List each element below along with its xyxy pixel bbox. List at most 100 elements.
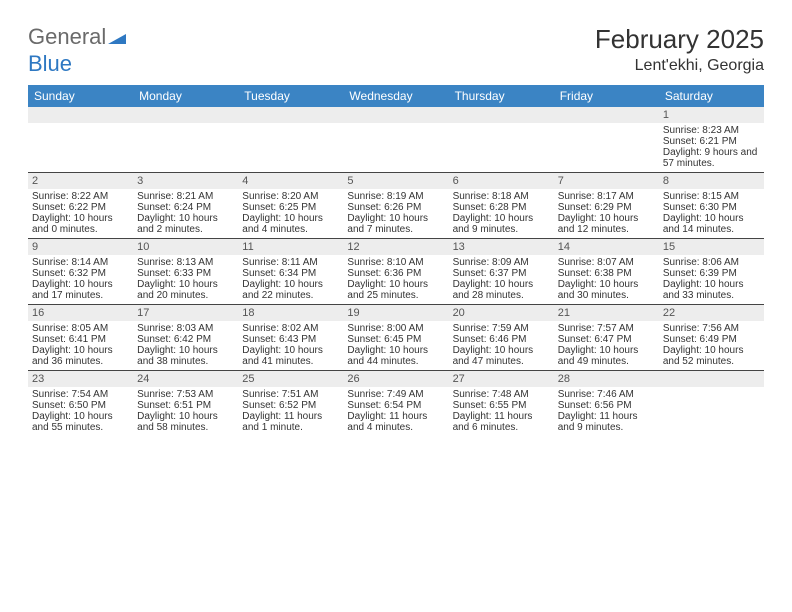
day-cell: 10Sunrise: 8:13 AMSunset: 6:33 PMDayligh… xyxy=(133,239,238,304)
day-details: Sunrise: 8:14 AMSunset: 6:32 PMDaylight:… xyxy=(28,255,133,304)
day-cell xyxy=(28,107,133,172)
brand-text: General Blue xyxy=(28,24,126,77)
day-number: 3 xyxy=(133,173,238,189)
day-details: Sunrise: 8:07 AMSunset: 6:38 PMDaylight:… xyxy=(554,255,659,304)
day-number: 15 xyxy=(659,239,764,255)
day-number: 22 xyxy=(659,305,764,321)
day-cell: 13Sunrise: 8:09 AMSunset: 6:37 PMDayligh… xyxy=(449,239,554,304)
day-cell: 6Sunrise: 8:18 AMSunset: 6:28 PMDaylight… xyxy=(449,173,554,238)
brand-part1: General xyxy=(28,24,106,49)
day-number: 17 xyxy=(133,305,238,321)
day-cell: 23Sunrise: 7:54 AMSunset: 6:50 PMDayligh… xyxy=(28,371,133,436)
day-cell xyxy=(343,107,448,172)
day-details: Sunrise: 7:46 AMSunset: 6:56 PMDaylight:… xyxy=(554,387,659,436)
day-number: 1 xyxy=(659,107,764,123)
day-details: Sunrise: 8:02 AMSunset: 6:43 PMDaylight:… xyxy=(238,321,343,370)
day-number: 8 xyxy=(659,173,764,189)
week-row: 1Sunrise: 8:23 AMSunset: 6:21 PMDaylight… xyxy=(28,107,764,172)
weekday-label: Friday xyxy=(554,85,659,107)
day-number xyxy=(343,107,448,123)
day-details: Sunrise: 7:57 AMSunset: 6:47 PMDaylight:… xyxy=(554,321,659,370)
day-number: 19 xyxy=(343,305,448,321)
day-details: Sunrise: 8:06 AMSunset: 6:39 PMDaylight:… xyxy=(659,255,764,304)
day-cell: 18Sunrise: 8:02 AMSunset: 6:43 PMDayligh… xyxy=(238,305,343,370)
weekday-label: Wednesday xyxy=(343,85,448,107)
day-cell xyxy=(238,107,343,172)
day-cell: 5Sunrise: 8:19 AMSunset: 6:26 PMDaylight… xyxy=(343,173,448,238)
day-details: Sunrise: 8:11 AMSunset: 6:34 PMDaylight:… xyxy=(238,255,343,304)
day-cell: 15Sunrise: 8:06 AMSunset: 6:39 PMDayligh… xyxy=(659,239,764,304)
day-cell: 2Sunrise: 8:22 AMSunset: 6:22 PMDaylight… xyxy=(28,173,133,238)
location-label: Lent'ekhi, Georgia xyxy=(595,57,764,75)
day-details: Sunrise: 8:19 AMSunset: 6:26 PMDaylight:… xyxy=(343,189,448,238)
day-details xyxy=(343,123,448,128)
day-cell: 12Sunrise: 8:10 AMSunset: 6:36 PMDayligh… xyxy=(343,239,448,304)
brand-part2: Blue xyxy=(28,51,72,76)
day-details: Sunrise: 7:51 AMSunset: 6:52 PMDaylight:… xyxy=(238,387,343,436)
day-cell xyxy=(449,107,554,172)
day-number: 16 xyxy=(28,305,133,321)
brand-triangle-icon xyxy=(108,25,126,51)
day-number: 21 xyxy=(554,305,659,321)
day-number: 18 xyxy=(238,305,343,321)
day-number: 25 xyxy=(238,371,343,387)
day-cell: 16Sunrise: 8:05 AMSunset: 6:41 PMDayligh… xyxy=(28,305,133,370)
month-title: February 2025 xyxy=(595,24,764,55)
day-details: Sunrise: 8:10 AMSunset: 6:36 PMDaylight:… xyxy=(343,255,448,304)
day-details xyxy=(449,123,554,128)
day-number: 4 xyxy=(238,173,343,189)
day-details: Sunrise: 8:03 AMSunset: 6:42 PMDaylight:… xyxy=(133,321,238,370)
day-number: 12 xyxy=(343,239,448,255)
week-row: 2Sunrise: 8:22 AMSunset: 6:22 PMDaylight… xyxy=(28,172,764,238)
day-details: Sunrise: 8:18 AMSunset: 6:28 PMDaylight:… xyxy=(449,189,554,238)
day-details: Sunrise: 7:54 AMSunset: 6:50 PMDaylight:… xyxy=(28,387,133,436)
title-block: February 2025 Lent'ekhi, Georgia xyxy=(595,24,764,75)
day-number: 28 xyxy=(554,371,659,387)
week-row: 16Sunrise: 8:05 AMSunset: 6:41 PMDayligh… xyxy=(28,304,764,370)
day-details: Sunrise: 8:20 AMSunset: 6:25 PMDaylight:… xyxy=(238,189,343,238)
weekday-label: Tuesday xyxy=(238,85,343,107)
weekday-label: Monday xyxy=(133,85,238,107)
day-number xyxy=(659,371,764,387)
day-cell: 21Sunrise: 7:57 AMSunset: 6:47 PMDayligh… xyxy=(554,305,659,370)
weeks-container: 1Sunrise: 8:23 AMSunset: 6:21 PMDaylight… xyxy=(28,107,764,436)
day-number: 14 xyxy=(554,239,659,255)
day-details: Sunrise: 8:23 AMSunset: 6:21 PMDaylight:… xyxy=(659,123,764,172)
day-details xyxy=(659,387,764,392)
day-details: Sunrise: 8:22 AMSunset: 6:22 PMDaylight:… xyxy=(28,189,133,238)
day-cell: 1Sunrise: 8:23 AMSunset: 6:21 PMDaylight… xyxy=(659,107,764,172)
day-cell: 7Sunrise: 8:17 AMSunset: 6:29 PMDaylight… xyxy=(554,173,659,238)
day-details xyxy=(238,123,343,128)
day-cell xyxy=(133,107,238,172)
weekday-label: Thursday xyxy=(449,85,554,107)
day-number xyxy=(449,107,554,123)
day-cell: 9Sunrise: 8:14 AMSunset: 6:32 PMDaylight… xyxy=(28,239,133,304)
weekday-header-row: SundayMondayTuesdayWednesdayThursdayFrid… xyxy=(28,85,764,107)
day-number: 9 xyxy=(28,239,133,255)
day-cell xyxy=(659,371,764,436)
day-number: 20 xyxy=(449,305,554,321)
day-number: 11 xyxy=(238,239,343,255)
day-details: Sunrise: 8:00 AMSunset: 6:45 PMDaylight:… xyxy=(343,321,448,370)
day-cell: 14Sunrise: 8:07 AMSunset: 6:38 PMDayligh… xyxy=(554,239,659,304)
day-cell: 22Sunrise: 7:56 AMSunset: 6:49 PMDayligh… xyxy=(659,305,764,370)
day-cell: 24Sunrise: 7:53 AMSunset: 6:51 PMDayligh… xyxy=(133,371,238,436)
brand-logo: General Blue xyxy=(28,24,126,77)
day-number: 27 xyxy=(449,371,554,387)
weekday-label: Saturday xyxy=(659,85,764,107)
day-number xyxy=(554,107,659,123)
day-number xyxy=(133,107,238,123)
day-details: Sunrise: 7:49 AMSunset: 6:54 PMDaylight:… xyxy=(343,387,448,436)
day-cell: 25Sunrise: 7:51 AMSunset: 6:52 PMDayligh… xyxy=(238,371,343,436)
day-cell: 26Sunrise: 7:49 AMSunset: 6:54 PMDayligh… xyxy=(343,371,448,436)
day-details xyxy=(133,123,238,128)
day-number: 26 xyxy=(343,371,448,387)
day-cell: 17Sunrise: 8:03 AMSunset: 6:42 PMDayligh… xyxy=(133,305,238,370)
day-number: 23 xyxy=(28,371,133,387)
day-number: 10 xyxy=(133,239,238,255)
day-cell: 3Sunrise: 8:21 AMSunset: 6:24 PMDaylight… xyxy=(133,173,238,238)
week-row: 9Sunrise: 8:14 AMSunset: 6:32 PMDaylight… xyxy=(28,238,764,304)
day-cell xyxy=(554,107,659,172)
day-number: 24 xyxy=(133,371,238,387)
day-details xyxy=(554,123,659,128)
